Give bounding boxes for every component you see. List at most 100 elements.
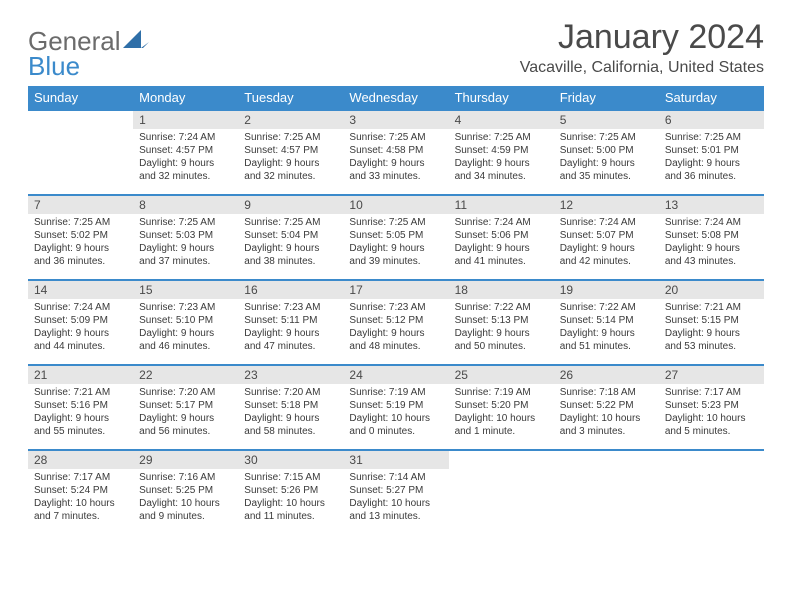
day-number: 28: [28, 451, 133, 469]
sunset-text: Sunset: 5:19 PM: [349, 399, 442, 412]
calendar-week-row: 14Sunrise: 7:24 AMSunset: 5:09 PMDayligh…: [28, 280, 764, 365]
day-details: Sunrise: 7:24 AMSunset: 5:07 PMDaylight:…: [560, 216, 653, 268]
day-header: Saturday: [659, 86, 764, 110]
calendar-day-cell: 12Sunrise: 7:24 AMSunset: 5:07 PMDayligh…: [554, 195, 659, 280]
calendar-day-cell: 1Sunrise: 7:24 AMSunset: 4:57 PMDaylight…: [133, 110, 238, 195]
sunrise-text: Sunrise: 7:20 AM: [244, 386, 337, 399]
sunset-text: Sunset: 5:25 PM: [139, 484, 232, 497]
calendar-day-cell: [554, 450, 659, 535]
calendar-day-cell: 26Sunrise: 7:18 AMSunset: 5:22 PMDayligh…: [554, 365, 659, 450]
daylight-text: Daylight: 9 hours and 34 minutes.: [455, 157, 548, 183]
day-number: 17: [343, 281, 448, 299]
daylight-text: Daylight: 10 hours and 0 minutes.: [349, 412, 442, 438]
logo-text-blue: Blue: [28, 51, 80, 82]
sunset-text: Sunset: 5:04 PM: [244, 229, 337, 242]
sunset-text: Sunset: 5:22 PM: [560, 399, 653, 412]
logo: General Blue: [28, 18, 149, 82]
day-number: 6: [659, 111, 764, 129]
sunrise-text: Sunrise: 7:25 AM: [560, 131, 653, 144]
calendar-day-cell: 28Sunrise: 7:17 AMSunset: 5:24 PMDayligh…: [28, 450, 133, 535]
sunrise-text: Sunrise: 7:25 AM: [455, 131, 548, 144]
day-details: Sunrise: 7:15 AMSunset: 5:26 PMDaylight:…: [244, 471, 337, 523]
day-details: Sunrise: 7:25 AMSunset: 5:01 PMDaylight:…: [665, 131, 758, 183]
sunrise-text: Sunrise: 7:19 AM: [455, 386, 548, 399]
day-number: 15: [133, 281, 238, 299]
calendar-day-cell: 30 Sunrise: 7:15 AMSunset: 5:26 PMDayligh…: [238, 450, 343, 535]
calendar-day-cell: 3Sunrise: 7:25 AMSunset: 4:58 PMDaylight…: [343, 110, 448, 195]
daylight-text: Daylight: 9 hours and 48 minutes.: [349, 327, 442, 353]
sunset-text: Sunset: 5:08 PM: [665, 229, 758, 242]
day-header: Sunday: [28, 86, 133, 110]
sunrise-text: Sunrise: 7:25 AM: [139, 216, 232, 229]
daylight-text: Daylight: 9 hours and 55 minutes.: [34, 412, 127, 438]
day-number: 8: [133, 196, 238, 214]
sunrise-text: Sunrise: 7:17 AM: [665, 386, 758, 399]
day-number: 24: [343, 366, 448, 384]
day-details: Sunrise: 7:23 AMSunset: 5:10 PMDaylight:…: [139, 301, 232, 353]
calendar-day-cell: 4Sunrise: 7:25 AMSunset: 4:59 PMDaylight…: [449, 110, 554, 195]
daylight-text: Daylight: 9 hours and 32 minutes.: [244, 157, 337, 183]
sunrise-text: Sunrise: 7:25 AM: [665, 131, 758, 144]
daylight-text: Daylight: 9 hours and 32 minutes.: [139, 157, 232, 183]
calendar-table: Sunday Monday Tuesday Wednesday Thursday…: [28, 86, 764, 535]
daylight-text: Daylight: 9 hours and 36 minutes.: [665, 157, 758, 183]
day-details: Sunrise: 7:24 AMSunset: 5:08 PMDaylight:…: [665, 216, 758, 268]
day-details: Sunrise: 7:24 AMSunset: 5:06 PMDaylight:…: [455, 216, 548, 268]
daylight-text: Daylight: 9 hours and 35 minutes.: [560, 157, 653, 183]
day-number: 20: [659, 281, 764, 299]
calendar-day-cell: 19Sunrise: 7:22 AMSunset: 5:14 PMDayligh…: [554, 280, 659, 365]
calendar-day-cell: 7Sunrise: 7:25 AMSunset: 5:02 PMDaylight…: [28, 195, 133, 280]
calendar-day-cell: 10Sunrise: 7:25 AMSunset: 5:05 PMDayligh…: [343, 195, 448, 280]
sunset-text: Sunset: 5:07 PM: [560, 229, 653, 242]
day-number: 11: [449, 196, 554, 214]
sunrise-text: Sunrise: 7:25 AM: [244, 131, 337, 144]
sunset-text: Sunset: 5:10 PM: [139, 314, 232, 327]
day-details: Sunrise: 7:25 AMSunset: 5:03 PMDaylight:…: [139, 216, 232, 268]
sunrise-text: Sunrise: 7:15 AM: [244, 471, 337, 484]
daylight-text: Daylight: 10 hours and 11 minutes.: [244, 497, 337, 523]
calendar-day-cell: 20Sunrise: 7:21 AMSunset: 5:15 PMDayligh…: [659, 280, 764, 365]
daylight-text: Daylight: 9 hours and 39 minutes.: [349, 242, 442, 268]
sunrise-text: Sunrise: 7:23 AM: [349, 301, 442, 314]
sunset-text: Sunset: 4:59 PM: [455, 144, 548, 157]
day-details: Sunrise: 7:19 AMSunset: 5:19 PMDaylight:…: [349, 386, 442, 438]
calendar-day-cell: [659, 450, 764, 535]
sunset-text: Sunset: 5:06 PM: [455, 229, 548, 242]
day-number: 29: [133, 451, 238, 469]
day-details: Sunrise: 7:23 AMSunset: 5:12 PMDaylight:…: [349, 301, 442, 353]
calendar-week-row: 21Sunrise: 7:21 AMSunset: 5:16 PMDayligh…: [28, 365, 764, 450]
calendar-day-cell: 5 Sunrise: 7:25 AMSunset: 5:00 PMDaylight…: [554, 110, 659, 195]
day-number: 23: [238, 366, 343, 384]
sunset-text: Sunset: 5:00 PM: [560, 144, 653, 157]
day-number: 26: [554, 366, 659, 384]
calendar-day-cell: 31Sunrise: 7:14 AMSunset: 5:27 PMDayligh…: [343, 450, 448, 535]
sunrise-text: Sunrise: 7:24 AM: [455, 216, 548, 229]
day-header: Wednesday: [343, 86, 448, 110]
daylight-text: Daylight: 9 hours and 36 minutes.: [34, 242, 127, 268]
calendar-day-cell: 17 Sunrise: 7:23 AMSunset: 5:12 PMDayligh…: [343, 280, 448, 365]
sunset-text: Sunset: 5:15 PM: [665, 314, 758, 327]
day-details: Sunrise: 7:19 AMSunset: 5:20 PMDaylight:…: [455, 386, 548, 438]
title-block: January 2024 Vacaville, California, Unit…: [520, 18, 764, 77]
calendar-day-cell: 29Sunrise: 7:16 AMSunset: 5:25 PMDayligh…: [133, 450, 238, 535]
day-number: 5: [554, 111, 659, 129]
day-header: Tuesday: [238, 86, 343, 110]
sunset-text: Sunset: 5:01 PM: [665, 144, 758, 157]
sunrise-text: Sunrise: 7:18 AM: [560, 386, 653, 399]
sunset-text: Sunset: 5:17 PM: [139, 399, 232, 412]
day-number: 18: [449, 281, 554, 299]
day-number: 25: [449, 366, 554, 384]
calendar-day-cell: 9Sunrise: 7:25 AMSunset: 5:04 PMDaylight…: [238, 195, 343, 280]
sunrise-text: Sunrise: 7:16 AM: [139, 471, 232, 484]
page-header: General Blue January 2024 Vacaville, Cal…: [28, 18, 764, 82]
sunset-text: Sunset: 4:57 PM: [244, 144, 337, 157]
day-number: 21: [28, 366, 133, 384]
sunset-text: Sunset: 5:03 PM: [139, 229, 232, 242]
day-number: 30: [238, 451, 343, 469]
calendar-day-cell: 24 Sunrise: 7:19 AMSunset: 5:19 PMDayligh…: [343, 365, 448, 450]
day-number: 10: [343, 196, 448, 214]
day-number: 22: [133, 366, 238, 384]
sunset-text: Sunset: 4:58 PM: [349, 144, 442, 157]
sunrise-text: Sunrise: 7:22 AM: [560, 301, 653, 314]
day-number: 9: [238, 196, 343, 214]
